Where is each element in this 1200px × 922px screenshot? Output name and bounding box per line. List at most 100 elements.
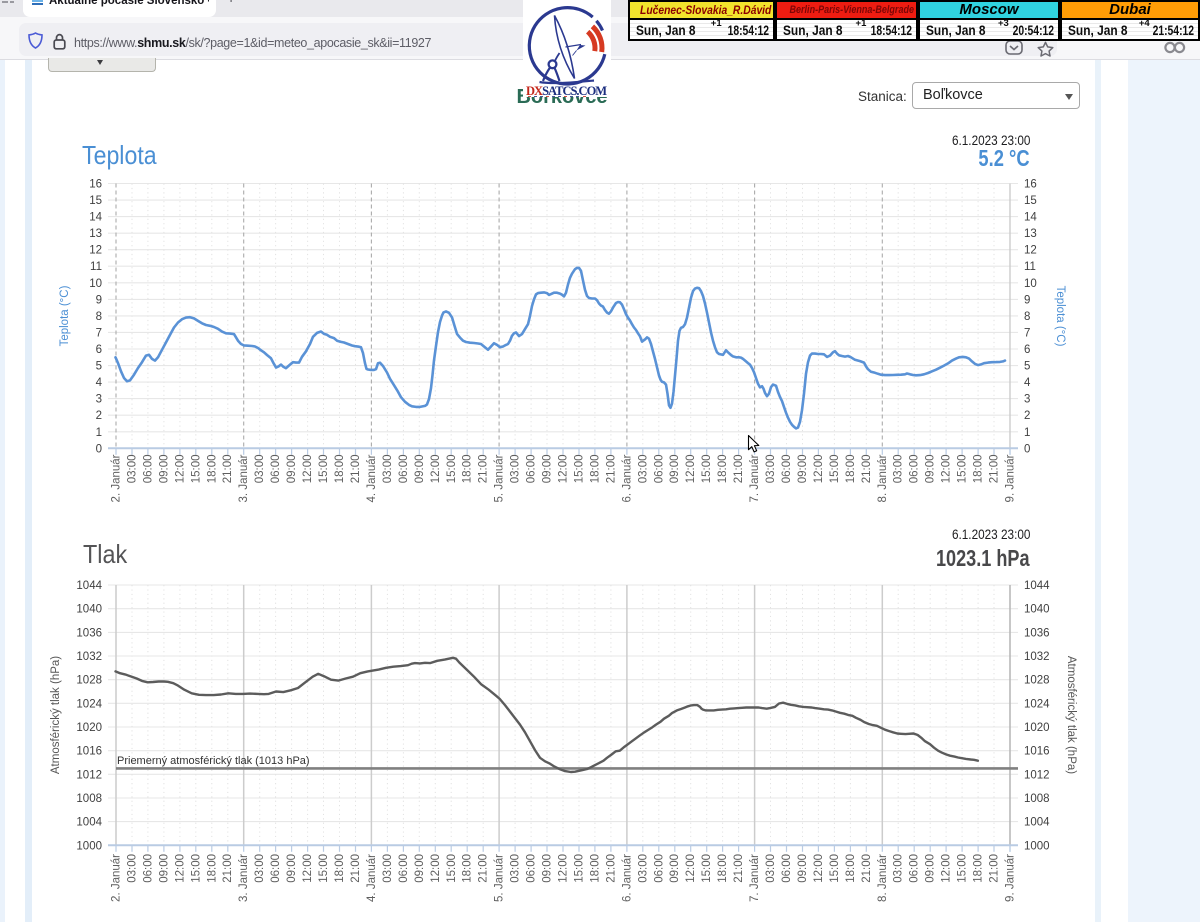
- svg-text:21:00: 21:00: [861, 455, 873, 484]
- svg-text:09:00: 09:00: [158, 455, 170, 484]
- svg-text:1036: 1036: [1024, 627, 1050, 639]
- svg-text:15:00: 15:00: [957, 854, 969, 883]
- svg-text:1024: 1024: [76, 698, 102, 710]
- svg-text:03:00: 03:00: [510, 455, 522, 484]
- svg-text:12:00: 12:00: [302, 854, 314, 883]
- svg-text:06:00: 06:00: [526, 854, 538, 883]
- svg-text:1016: 1016: [76, 746, 102, 758]
- svg-text:0: 0: [1024, 443, 1030, 455]
- svg-text:1028: 1028: [1024, 675, 1050, 687]
- svg-text:9: 9: [1024, 294, 1030, 306]
- svg-text:6. Január: 6. Január: [621, 454, 633, 502]
- svg-text:15:00: 15:00: [829, 854, 841, 883]
- svg-text:7: 7: [1024, 327, 1030, 339]
- svg-text:09:00: 09:00: [414, 854, 426, 883]
- svg-text:7. Január: 7. Január: [749, 854, 761, 902]
- svg-text:21:00: 21:00: [350, 455, 362, 484]
- svg-text:13: 13: [89, 228, 102, 240]
- svg-text:18:00: 18:00: [717, 854, 729, 883]
- svg-text:12:00: 12:00: [430, 854, 442, 883]
- svg-text:15:00: 15:00: [190, 854, 202, 883]
- svg-text:06:00: 06:00: [909, 455, 921, 484]
- svg-text:1020: 1020: [1024, 722, 1050, 734]
- svg-text:21:00: 21:00: [861, 854, 873, 883]
- svg-text:1020: 1020: [76, 722, 102, 734]
- svg-text:06:00: 06:00: [781, 455, 793, 484]
- svg-text:06:00: 06:00: [909, 854, 921, 883]
- svg-text:09:00: 09:00: [925, 455, 937, 484]
- svg-text:06:00: 06:00: [142, 455, 154, 484]
- svg-text:11: 11: [90, 261, 102, 273]
- svg-text:03:00: 03:00: [127, 455, 139, 484]
- svg-text:8. Január: 8. Január: [877, 854, 889, 902]
- svg-text:12:00: 12:00: [430, 455, 442, 484]
- svg-text:21:00: 21:00: [478, 455, 490, 484]
- svg-text:03:00: 03:00: [254, 854, 266, 883]
- svg-text:6: 6: [96, 344, 102, 356]
- svg-text:12: 12: [89, 245, 102, 257]
- svg-text:5: 5: [96, 361, 102, 373]
- svg-text:15:00: 15:00: [574, 455, 586, 484]
- svg-text:21:00: 21:00: [989, 455, 1001, 484]
- svg-text:12:00: 12:00: [558, 854, 570, 883]
- svg-text:09:00: 09:00: [669, 455, 681, 484]
- svg-text:Teplota (°C): Teplota (°C): [59, 285, 71, 346]
- svg-text:15:00: 15:00: [190, 455, 202, 484]
- svg-text:09:00: 09:00: [925, 854, 937, 883]
- svg-text:18:00: 18:00: [334, 455, 346, 484]
- svg-text:1040: 1040: [76, 604, 102, 616]
- svg-text:4. Január: 4. Január: [366, 854, 378, 902]
- svg-text:12:00: 12:00: [941, 455, 953, 484]
- svg-text:12:00: 12:00: [813, 854, 825, 883]
- svg-text:21:00: 21:00: [222, 455, 234, 484]
- svg-text:03:00: 03:00: [510, 854, 522, 883]
- svg-text:21:00: 21:00: [350, 854, 362, 883]
- svg-text:03:00: 03:00: [637, 455, 649, 484]
- svg-text:1000: 1000: [1024, 840, 1050, 852]
- svg-text:16: 16: [1024, 179, 1037, 191]
- svg-text:15: 15: [89, 195, 102, 207]
- svg-text:2. Január: 2. Január: [111, 454, 123, 502]
- svg-text:03:00: 03:00: [637, 854, 649, 883]
- svg-text:21:00: 21:00: [605, 455, 617, 484]
- svg-text:3: 3: [1024, 394, 1030, 406]
- svg-text:1044: 1044: [76, 580, 102, 592]
- svg-text:Priemerný atmosférický tlak (1: Priemerný atmosférický tlak (1013 hPa): [117, 755, 310, 767]
- svg-text:1: 1: [1024, 427, 1030, 439]
- svg-text:12:00: 12:00: [558, 455, 570, 484]
- svg-text:9. Január: 9. Január: [1005, 454, 1017, 502]
- svg-text:1: 1: [96, 427, 102, 439]
- svg-text:15:00: 15:00: [829, 455, 841, 484]
- svg-text:7: 7: [96, 327, 102, 339]
- svg-text:11: 11: [1024, 261, 1036, 273]
- svg-text:4: 4: [1024, 377, 1031, 389]
- svg-text:21:00: 21:00: [478, 854, 490, 883]
- svg-text:18:00: 18:00: [462, 455, 474, 484]
- svg-text:09:00: 09:00: [797, 854, 809, 883]
- svg-text:10: 10: [1024, 278, 1037, 290]
- svg-text:15:00: 15:00: [318, 455, 330, 484]
- svg-text:14: 14: [1024, 212, 1037, 224]
- svg-text:1004: 1004: [1024, 817, 1050, 829]
- svg-text:21:00: 21:00: [733, 455, 745, 484]
- svg-text:3. Január: 3. Január: [238, 454, 250, 502]
- svg-text:09:00: 09:00: [286, 854, 298, 883]
- svg-text:2: 2: [1024, 410, 1030, 422]
- svg-text:1028: 1028: [76, 675, 102, 687]
- svg-text:09:00: 09:00: [286, 455, 298, 484]
- svg-text:18:00: 18:00: [334, 854, 346, 883]
- svg-text:12:00: 12:00: [174, 854, 186, 883]
- svg-text:1040: 1040: [1024, 604, 1050, 616]
- svg-text:1032: 1032: [1024, 651, 1050, 663]
- svg-text:03:00: 03:00: [893, 455, 905, 484]
- svg-text:18:00: 18:00: [717, 455, 729, 484]
- svg-text:4: 4: [96, 377, 103, 389]
- svg-text:7. Január: 7. Január: [749, 454, 761, 502]
- svg-text:8. Január: 8. Január: [877, 454, 889, 502]
- svg-text:12:00: 12:00: [685, 854, 697, 883]
- svg-text:16: 16: [89, 179, 102, 191]
- svg-text:18:00: 18:00: [973, 455, 985, 484]
- svg-text:06:00: 06:00: [526, 455, 538, 484]
- svg-text:15:00: 15:00: [446, 455, 458, 484]
- svg-text:12:00: 12:00: [813, 455, 825, 484]
